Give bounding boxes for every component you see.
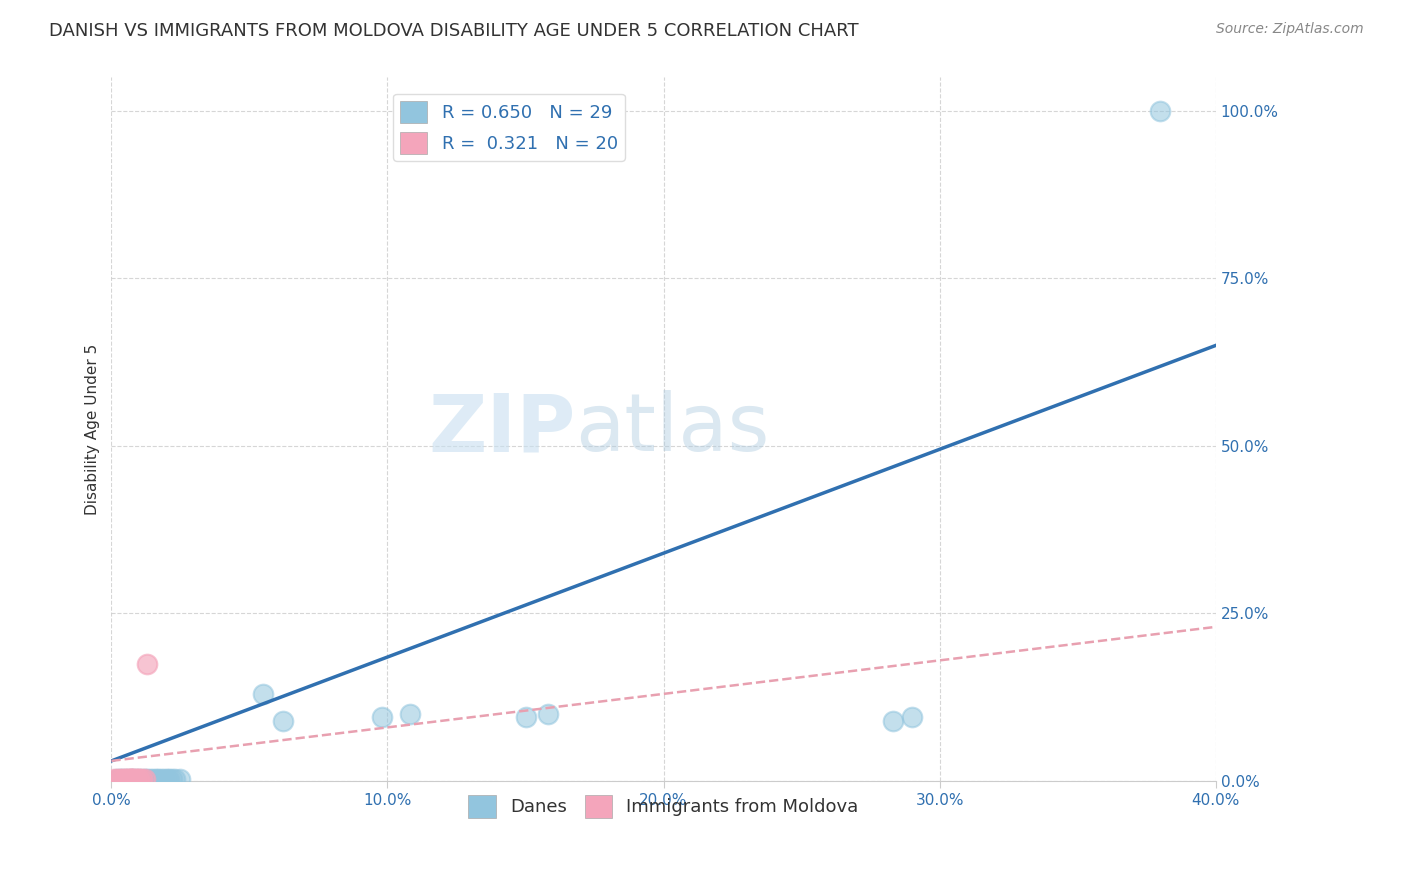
Point [156, 772, 179, 786]
Text: ZIP: ZIP [427, 390, 575, 468]
Point [371, 710, 394, 724]
Y-axis label: Disability Age Under 5: Disability Age Under 5 [86, 343, 100, 515]
Point [120, 772, 142, 786]
Point [114, 772, 136, 786]
Point [142, 772, 165, 786]
Point [128, 772, 150, 786]
Point [120, 772, 142, 786]
Point [108, 772, 131, 786]
Point [117, 772, 139, 786]
Legend: Danes, Immigrants from Moldova: Danes, Immigrants from Moldova [461, 789, 866, 825]
Point [128, 772, 150, 786]
Point [882, 714, 904, 728]
Point [150, 772, 173, 786]
Point [271, 714, 294, 728]
Point [1149, 103, 1171, 118]
Point [111, 772, 134, 786]
Point [252, 687, 274, 701]
Point [134, 772, 156, 786]
Point [114, 772, 136, 786]
Point [131, 772, 153, 786]
Point [128, 772, 150, 786]
Point [169, 772, 191, 786]
Point [125, 772, 148, 786]
Point [160, 772, 183, 786]
Point [103, 772, 125, 786]
Point [131, 772, 153, 786]
Point [136, 657, 159, 671]
Point [901, 710, 924, 724]
Point [148, 772, 170, 786]
Point [134, 772, 156, 786]
Point [108, 772, 131, 786]
Point [120, 772, 142, 786]
Point [145, 772, 167, 786]
Text: DANISH VS IMMIGRANTS FROM MOLDOVA DISABILITY AGE UNDER 5 CORRELATION CHART: DANISH VS IMMIGRANTS FROM MOLDOVA DISABI… [49, 22, 859, 40]
Point [139, 772, 162, 786]
Point [105, 772, 128, 786]
Point [125, 772, 148, 786]
Text: atlas: atlas [575, 390, 769, 468]
Point [114, 772, 136, 786]
Point [515, 710, 537, 724]
Point [105, 772, 128, 786]
Point [136, 772, 159, 786]
Point [536, 706, 558, 721]
Point [122, 772, 145, 786]
Point [125, 772, 148, 786]
Point [117, 772, 139, 786]
Point [117, 772, 139, 786]
Point [163, 772, 186, 786]
Point [398, 706, 420, 721]
Point [120, 772, 142, 786]
Point [122, 772, 145, 786]
Point [111, 772, 134, 786]
Point [157, 772, 180, 786]
Text: Source: ZipAtlas.com: Source: ZipAtlas.com [1216, 22, 1364, 37]
Point [153, 772, 176, 786]
Point [122, 772, 145, 786]
